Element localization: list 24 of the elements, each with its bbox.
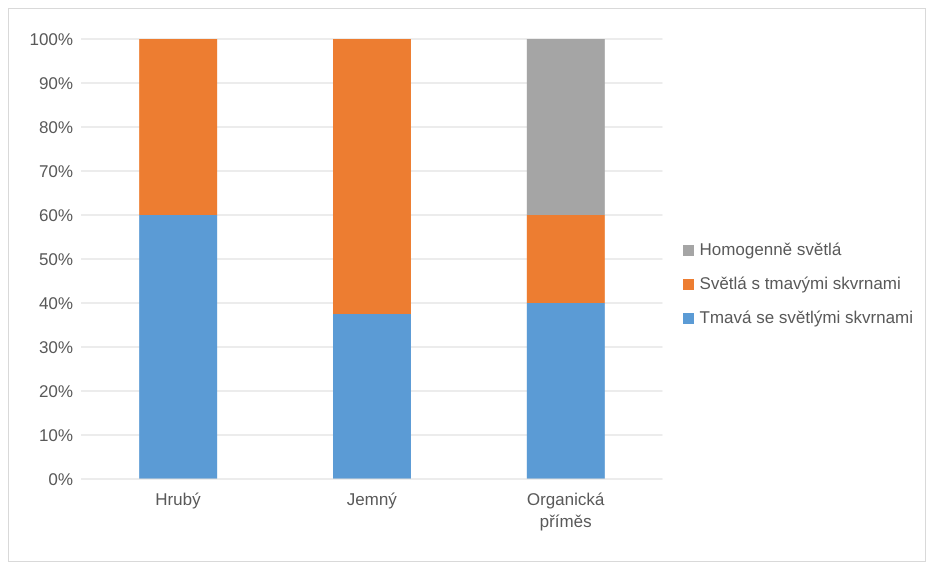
- bar: [332, 314, 411, 479]
- y-tick-label: 10%: [38, 426, 73, 446]
- legend-label: Tmavá se světlými skvrnami: [700, 308, 913, 328]
- y-tick-label: 80%: [38, 118, 73, 138]
- legend-label: Homogenně světlá: [700, 240, 842, 260]
- y-tick-label: 40%: [38, 294, 73, 314]
- y-tick-label: 90%: [38, 74, 73, 94]
- bar: [332, 39, 411, 314]
- legend-label: Světlá s tmavými skvrnami: [700, 274, 901, 294]
- y-tick-label: 0%: [48, 470, 73, 490]
- y-tick-label: 50%: [38, 250, 73, 270]
- y-tick-label: 70%: [38, 162, 73, 182]
- x-tick-label: Hrubý: [155, 490, 202, 509]
- x-tick-label: Jemný: [346, 490, 398, 509]
- bar: [139, 215, 218, 479]
- bar: [526, 303, 605, 479]
- x-tick-label: Organická příměs: [526, 490, 605, 531]
- bar: [526, 215, 605, 303]
- bar: [526, 39, 605, 215]
- y-tick-label: 60%: [38, 206, 73, 226]
- bar: [139, 39, 218, 215]
- y-tick-label: 30%: [38, 338, 73, 358]
- y-tick-label: 20%: [38, 382, 73, 402]
- y-tick-label: 100%: [30, 30, 73, 50]
